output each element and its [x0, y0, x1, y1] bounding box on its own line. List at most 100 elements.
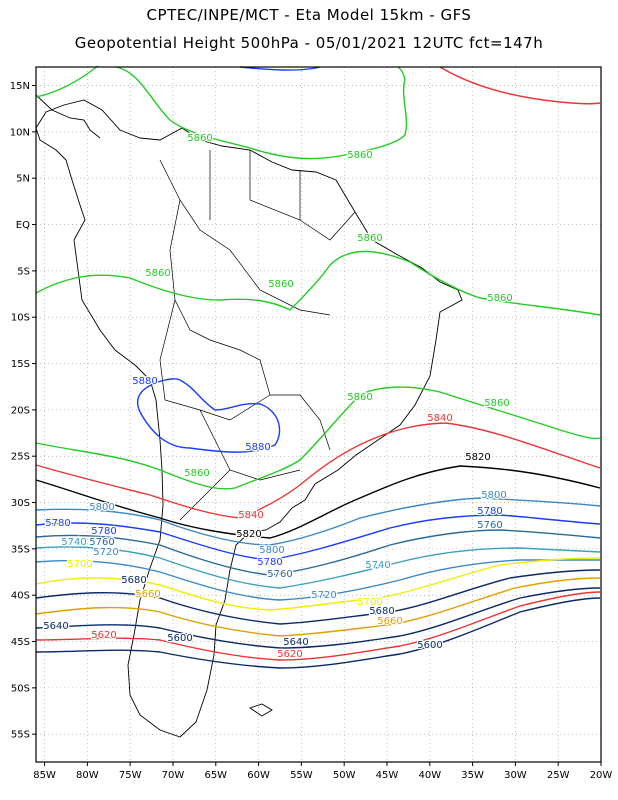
contour-label-5620: 5620: [277, 649, 302, 660]
contour-label-5640: 5640: [283, 637, 308, 648]
y-tick-label: 50S: [11, 683, 30, 694]
contour-label-5860: 5860: [347, 392, 372, 403]
contour-label-5600: 5600: [417, 640, 442, 651]
contour-label-5860: 5860: [347, 150, 372, 161]
central-america-outline: [35, 94, 101, 139]
y-tick-label: 35S: [11, 544, 30, 555]
contour-5740: [35, 546, 601, 589]
contour-label-5760: 5760: [477, 520, 502, 531]
contour-label-5780: 5780: [91, 526, 116, 537]
contour-5600: [35, 597, 601, 669]
x-tick-label: 70W: [162, 770, 185, 781]
contour-label-5880: 5880: [132, 376, 157, 387]
contour-5820: [35, 465, 601, 539]
contour-label-5680: 5680: [369, 606, 394, 617]
y-tick-label: 5N: [16, 174, 30, 185]
x-tick-label: 85W: [33, 770, 56, 781]
contour-label-5760: 5760: [267, 569, 292, 580]
contour-5780: [35, 514, 601, 561]
contour-5800: [35, 497, 601, 546]
contour-5860-main: [35, 250, 601, 316]
contour-label-5740: 5740: [365, 560, 390, 571]
contour-label-5820: 5820: [465, 452, 490, 463]
y-tick-label: 25S: [11, 452, 30, 463]
contour-label-5800: 5800: [89, 502, 114, 513]
contour-label-5860: 5860: [187, 133, 212, 144]
contour-label-5820: 5820: [236, 529, 261, 540]
contour-label-5780: 5780: [477, 506, 502, 517]
contour-label-5860: 5860: [357, 233, 382, 244]
contour-5660: [35, 577, 601, 637]
y-tick-label: 40S: [11, 591, 30, 602]
y-tick-label: 45S: [11, 637, 30, 648]
contour-label-5620: 5620: [91, 630, 116, 641]
height-contours: [35, 65, 601, 669]
contour-label-5640: 5640: [43, 621, 68, 632]
x-tick-label: 30W: [504, 770, 527, 781]
contour-5680: [35, 569, 601, 625]
contour-5860-south: [35, 386, 601, 490]
y-tick-label: 5S: [17, 266, 30, 277]
contour-label-5660: 5660: [135, 589, 160, 600]
contour-label-5800: 5800: [481, 490, 506, 501]
y-tick-label: 10N: [10, 127, 30, 138]
x-tick-label: 80W: [76, 770, 99, 781]
contour-5640: [35, 587, 601, 649]
y-tick-label: 10S: [11, 313, 30, 324]
contour-label-5660: 5660: [377, 616, 402, 627]
x-tick-label: 60W: [247, 770, 270, 781]
contour-label-5860: 5860: [268, 279, 293, 290]
contour-5880-north: [239, 66, 321, 71]
contour-label-5860: 5860: [487, 293, 512, 304]
x-tick-label: 55W: [290, 770, 313, 781]
x-tick-label: 65W: [204, 770, 227, 781]
x-tick-label: 20W: [590, 770, 613, 781]
contour-5620: [35, 591, 601, 661]
axis-ticks: 85W 80W 75W 70W 65W 60W 55W 50W 45W 40W 35W 30W 25W 2…: [10, 81, 613, 781]
contour-label-5680: 5680: [121, 575, 146, 586]
contour-label-5600: 5600: [167, 633, 192, 644]
x-tick-label: 40W: [418, 770, 441, 781]
contour-5720: [35, 559, 600, 601]
map-subtitle: Geopotential Height 500hPa - 05/01/2021 …: [74, 34, 544, 52]
contour-label-5700: 5700: [357, 597, 382, 608]
contour-label-5720: 5720: [93, 547, 118, 558]
x-tick-label: 45W: [376, 770, 399, 781]
contour-label-5840: 5840: [427, 413, 452, 424]
contour-label-5700: 5700: [67, 559, 92, 570]
contour-label-5740: 5740: [61, 537, 86, 548]
x-tick-label: 35W: [461, 770, 484, 781]
y-tick-label: EQ: [16, 220, 30, 231]
contour-label-5760: 5760: [89, 537, 114, 548]
contour-label-5860: 5860: [484, 398, 509, 409]
map-title: CPTEC/INPE/MCT - Eta Model 15km - GFS: [146, 6, 472, 24]
contour-labels: 5860 5860 5860 5860 5860 5860 5860 5860 5860 5880…: [42, 132, 514, 662]
x-tick-label: 75W: [119, 770, 142, 781]
contour-5840-east: [439, 66, 601, 105]
y-tick-label: 30S: [11, 498, 30, 509]
contour-label-5780: 5780: [45, 518, 70, 529]
map-frame: [35, 66, 602, 763]
contour-5760: [35, 529, 601, 576]
y-tick-label: 20S: [11, 405, 30, 416]
south-america-outline: [35, 99, 463, 738]
contour-label-5860: 5860: [184, 468, 209, 479]
contour-label-5800: 5800: [259, 545, 284, 556]
y-tick-label: 55S: [11, 730, 30, 741]
contour-label-5880: 5880: [245, 442, 270, 453]
contour-label-5720: 5720: [311, 590, 336, 601]
contour-5860-north: [35, 65, 408, 160]
falkland-islands: [248, 703, 273, 717]
y-tick-label: 15N: [10, 81, 30, 92]
contour-5700: [35, 557, 601, 611]
contour-label-5780: 5780: [257, 557, 282, 568]
country-borders: [159, 150, 356, 521]
contour-5840-main: [35, 422, 601, 519]
x-tick-label: 25W: [547, 770, 570, 781]
coastlines: [35, 94, 463, 738]
contour-5880-west: [137, 378, 281, 453]
x-tick-label: 50W: [333, 770, 356, 781]
y-tick-label: 15S: [11, 359, 30, 370]
contour-label-5860: 5860: [145, 268, 170, 279]
